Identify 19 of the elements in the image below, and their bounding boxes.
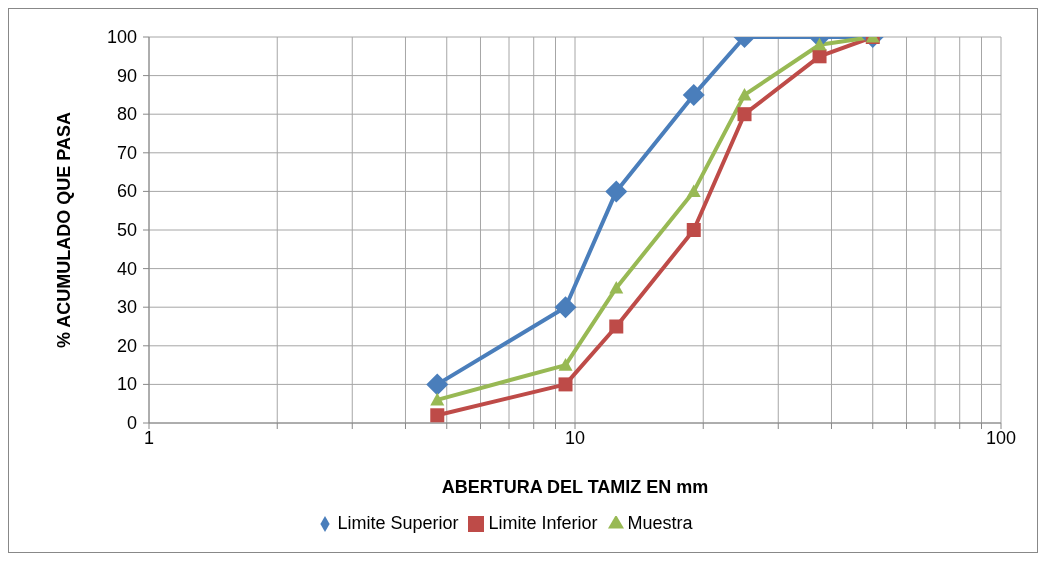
y-tick-label: 30 xyxy=(116,297,137,318)
x-tick-label: 1 xyxy=(143,427,155,448)
legend-label: Limite Inferior xyxy=(488,513,598,533)
y-tick-label: 20 xyxy=(116,335,137,356)
y-axis-title: % ACUMULADO QUE PASA xyxy=(54,111,75,349)
y-tick-label: 70 xyxy=(116,142,137,163)
x-tick-label: 100 xyxy=(985,427,1017,448)
y-tick-label: 50 xyxy=(116,220,137,240)
x-axis-title: ABERTURA DEL TAMIZ EN mm xyxy=(441,477,709,497)
legend-label: Muestra xyxy=(627,513,693,533)
y-tick-label: 60 xyxy=(116,181,137,202)
y-tick-label: 0 xyxy=(126,413,137,433)
y-tick-label: 40 xyxy=(116,258,137,279)
legend-label: Limite Superior xyxy=(337,513,459,533)
y-tick-label: 90 xyxy=(116,65,137,86)
y-tick-label: 10 xyxy=(116,374,137,395)
x-tick-label: 10 xyxy=(564,427,586,448)
y-tick-label: 80 xyxy=(116,104,137,125)
y-tick-label: 100 xyxy=(106,27,137,47)
